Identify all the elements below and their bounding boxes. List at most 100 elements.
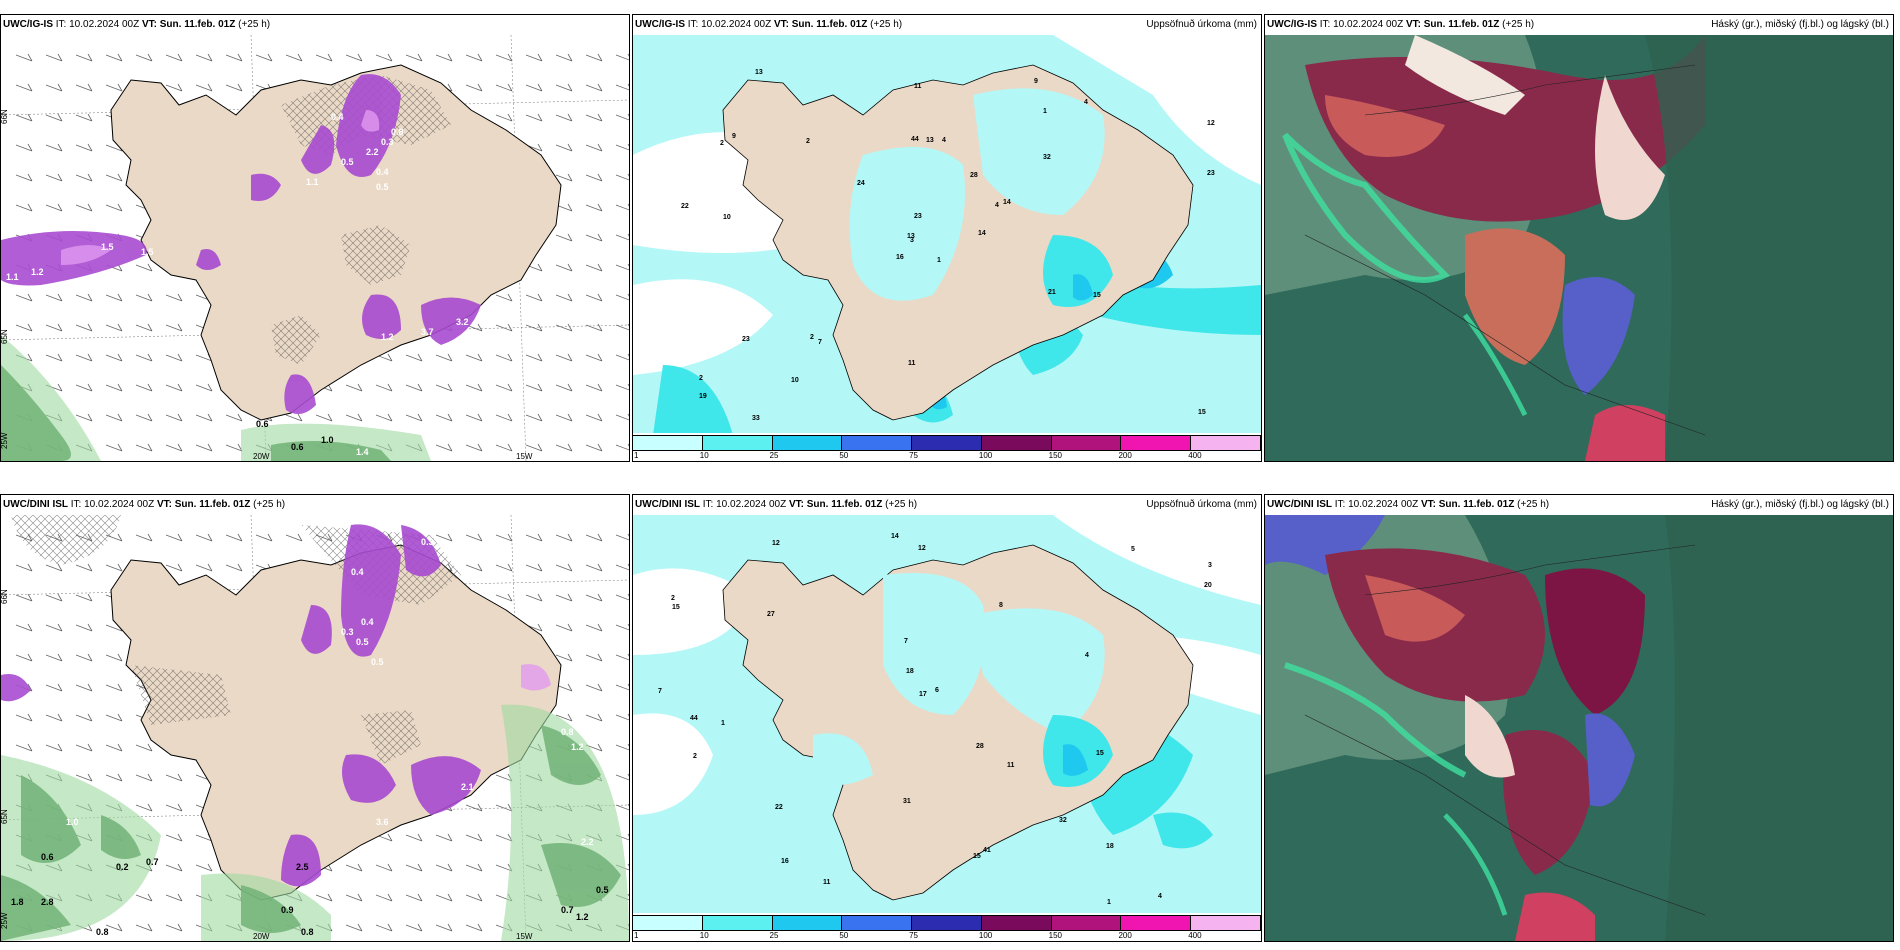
snow-value-label: 3.2	[456, 317, 469, 327]
svg-text:20W: 20W	[253, 452, 270, 461]
wind-barb	[45, 83, 63, 92]
snow-value-label: 0.6	[256, 419, 269, 429]
wind-barb	[75, 593, 93, 602]
wind-barb	[495, 593, 513, 602]
wind-barb	[615, 623, 629, 631]
wind-barb	[615, 83, 629, 91]
wind-barb	[585, 713, 603, 722]
wind-barb	[525, 53, 543, 62]
wind-barb	[495, 353, 513, 362]
wind-barb	[615, 593, 629, 601]
snow-wind-map: 1.1 1.2 1.5 1.5 0.5 0.7 0.4 0.8 0.4 2.2 0.5 1.1 0.5 0…	[1, 35, 629, 461]
wind-barb	[15, 53, 33, 62]
snow-value-label: 1.4	[356, 447, 369, 457]
wind-barb	[15, 563, 33, 572]
colorbar-tick-label: 200	[1118, 931, 1132, 940]
cloud-cover-map	[1265, 35, 1893, 461]
precip-value-label: 4	[1158, 893, 1162, 900]
snow-value-label: 0.8	[561, 727, 574, 737]
svg-text:25W: 25W	[1, 912, 9, 929]
snow-value-label: 0.5	[376, 182, 389, 192]
wind-barb	[75, 353, 93, 362]
wind-barb	[465, 893, 483, 902]
wind-barb	[75, 53, 93, 62]
panel-title: Háský (gr.), miðský (fj.bl.) og lágský (…	[1711, 19, 1889, 30]
precip-value-label: 27	[767, 611, 775, 618]
panel-header: UWC/DINI ISL IT: 10.02.2024 00Z VT: Sun.…	[3, 499, 286, 510]
wind-barb	[525, 293, 543, 302]
colorbar-tick-label: 50	[839, 451, 849, 460]
colorbar-segment	[912, 436, 982, 450]
colorbar-tick-label: 25	[769, 931, 779, 940]
snow-value-label: 0.8	[301, 927, 314, 937]
wind-barb	[405, 413, 423, 422]
wind-barb	[615, 743, 629, 751]
wind-barb	[345, 893, 363, 902]
wind-barb	[225, 83, 243, 92]
wind-barb	[165, 923, 183, 932]
wind-barb	[165, 533, 183, 542]
wind-barb	[585, 533, 603, 542]
cloud-cover-map	[1265, 515, 1893, 941]
colorbar-tick-label: 200	[1118, 451, 1132, 460]
wind-barb	[615, 773, 629, 781]
wind-barb	[495, 113, 513, 122]
wind-barb	[165, 833, 183, 842]
wind-barb	[615, 143, 629, 151]
precip-value-label: 7	[818, 339, 822, 346]
wind-barb	[285, 53, 303, 62]
wind-barb	[585, 593, 603, 602]
wind-barb	[15, 623, 33, 632]
wind-barb	[15, 293, 33, 302]
colorbar-tick-label: 150	[1048, 931, 1063, 940]
wind-barb	[615, 803, 629, 811]
precip-value-label: 44	[690, 715, 698, 722]
precip-value-label: 11	[914, 83, 922, 90]
wind-barb	[555, 173, 573, 182]
wind-barb	[105, 713, 123, 722]
wind-barb	[75, 203, 93, 212]
snow-value-label: 1.2	[576, 912, 589, 922]
colorbar-tick-label: 25	[769, 451, 779, 460]
snow-value-label: 0.7	[561, 905, 574, 915]
snow-value-label: 0.3	[341, 627, 354, 637]
wind-barb	[555, 443, 573, 452]
wind-barb	[465, 923, 483, 932]
wind-barb	[105, 53, 123, 62]
panel-snow-wind-row2: UWC/DINI ISL IT: 10.02.2024 00Z VT: Sun.…	[0, 494, 630, 942]
precip-value-label: 4	[942, 137, 946, 144]
precip-value-label: 4	[1085, 652, 1089, 659]
precip-value-label: 33	[752, 415, 760, 422]
wind-barb	[345, 863, 363, 872]
wind-barb	[45, 743, 63, 752]
wind-barb	[525, 353, 543, 362]
snow-value-label: 3.7	[421, 327, 434, 337]
wind-barb	[165, 863, 183, 872]
precip-value-label: 2	[810, 334, 814, 341]
precip-value-label: 17	[919, 691, 927, 698]
colorbar-segment	[842, 916, 913, 930]
wind-barb	[525, 113, 543, 122]
panel-title: Háský (gr.), miðský (fj.bl.) og lágský (…	[1711, 499, 1889, 510]
wind-barb	[105, 173, 123, 182]
wind-barb	[555, 293, 573, 302]
wind-barb	[555, 713, 573, 722]
wind-barb	[165, 83, 183, 92]
colorbar-segment	[633, 916, 703, 930]
wind-barb	[615, 533, 629, 541]
wind-barb	[15, 113, 33, 122]
wind-barb	[15, 593, 33, 602]
wind-barb	[15, 713, 33, 722]
svg-text:66N: 66N	[1, 589, 9, 604]
snow-value-label: 0.5	[371, 657, 384, 667]
wind-barb	[45, 563, 63, 572]
panel-clouds-row2: UWC/DINI ISL IT: 10.02.2024 00Z VT: Sun.…	[1264, 494, 1894, 942]
snow-value-label: 0.2	[116, 862, 129, 872]
wind-barb	[165, 773, 183, 782]
wind-barb	[105, 923, 123, 932]
precip-value-label: 24	[857, 180, 865, 187]
panel-header: UWC/DINI ISL IT: 10.02.2024 00Z VT: Sun.…	[635, 499, 918, 510]
wind-barb	[195, 383, 213, 392]
wind-barb	[525, 443, 543, 452]
wind-barb	[465, 533, 483, 542]
